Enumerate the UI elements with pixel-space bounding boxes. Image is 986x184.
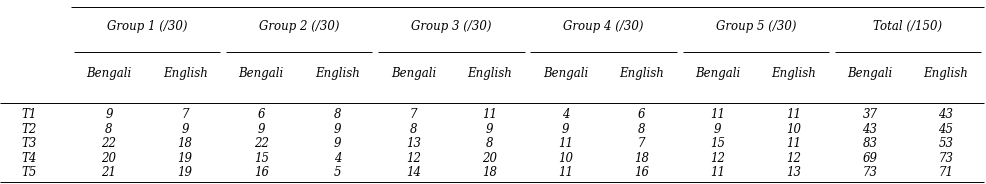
Text: 12: 12 [786, 152, 802, 165]
Text: English: English [771, 67, 816, 80]
Text: English: English [619, 67, 665, 80]
Text: 4: 4 [562, 109, 569, 121]
Text: 6: 6 [257, 109, 265, 121]
Text: 11: 11 [482, 109, 497, 121]
Text: 43: 43 [939, 109, 953, 121]
Text: T2: T2 [22, 123, 37, 136]
Text: 5: 5 [333, 167, 341, 179]
Text: 20: 20 [482, 152, 497, 165]
Text: 71: 71 [939, 167, 953, 179]
Text: T4: T4 [22, 152, 37, 165]
Text: 10: 10 [786, 123, 802, 136]
Text: Group 5 (/30): Group 5 (/30) [716, 20, 796, 33]
Text: T5: T5 [22, 167, 37, 179]
Text: Total (/150): Total (/150) [874, 20, 943, 33]
Text: 8: 8 [333, 109, 341, 121]
Text: 10: 10 [558, 152, 573, 165]
Text: 20: 20 [102, 152, 116, 165]
Text: English: English [467, 67, 512, 80]
Text: Bengali: Bengali [543, 67, 589, 80]
Text: 83: 83 [863, 137, 878, 151]
Text: 11: 11 [558, 137, 573, 151]
Text: 6: 6 [638, 109, 646, 121]
Text: 8: 8 [409, 123, 417, 136]
Text: 21: 21 [102, 167, 116, 179]
Text: 45: 45 [939, 123, 953, 136]
Text: 11: 11 [558, 167, 573, 179]
Text: 22: 22 [102, 137, 116, 151]
Text: English: English [315, 67, 360, 80]
Text: Group 2 (/30): Group 2 (/30) [259, 20, 339, 33]
Text: Group 1 (/30): Group 1 (/30) [106, 20, 187, 33]
Text: 7: 7 [409, 109, 417, 121]
Text: 9: 9 [106, 109, 112, 121]
Text: 16: 16 [634, 167, 649, 179]
Text: 8: 8 [638, 123, 646, 136]
Text: 19: 19 [177, 167, 192, 179]
Text: T1: T1 [22, 109, 37, 121]
Text: 53: 53 [939, 137, 953, 151]
Text: 12: 12 [710, 152, 726, 165]
Text: Bengali: Bengali [87, 67, 132, 80]
Text: 13: 13 [786, 167, 802, 179]
Text: Bengali: Bengali [239, 67, 284, 80]
Text: 12: 12 [406, 152, 421, 165]
Text: 15: 15 [253, 152, 269, 165]
Text: 9: 9 [714, 123, 722, 136]
Text: 19: 19 [177, 152, 192, 165]
Text: 9: 9 [257, 123, 265, 136]
Text: T3: T3 [22, 137, 37, 151]
Text: 37: 37 [863, 109, 878, 121]
Text: 43: 43 [863, 123, 878, 136]
Text: 11: 11 [786, 137, 802, 151]
Text: English: English [163, 67, 208, 80]
Text: 18: 18 [177, 137, 192, 151]
Text: 7: 7 [638, 137, 646, 151]
Text: Bengali: Bengali [695, 67, 740, 80]
Text: 7: 7 [181, 109, 189, 121]
Text: English: English [924, 67, 968, 80]
Text: 11: 11 [710, 167, 726, 179]
Text: 18: 18 [634, 152, 649, 165]
Text: 18: 18 [482, 167, 497, 179]
Text: 9: 9 [486, 123, 493, 136]
Text: Group 4 (/30): Group 4 (/30) [563, 20, 644, 33]
Text: 8: 8 [106, 123, 112, 136]
Text: 69: 69 [863, 152, 878, 165]
Text: 16: 16 [253, 167, 269, 179]
Text: 73: 73 [939, 152, 953, 165]
Text: Bengali: Bengali [847, 67, 892, 80]
Text: 9: 9 [181, 123, 189, 136]
Text: 8: 8 [486, 137, 493, 151]
Text: 15: 15 [710, 137, 726, 151]
Text: 9: 9 [333, 123, 341, 136]
Text: 9: 9 [562, 123, 569, 136]
Text: 14: 14 [406, 167, 421, 179]
Text: 11: 11 [710, 109, 726, 121]
Text: Bengali: Bengali [390, 67, 436, 80]
Text: 22: 22 [253, 137, 269, 151]
Text: Group 3 (/30): Group 3 (/30) [411, 20, 492, 33]
Text: 73: 73 [863, 167, 878, 179]
Text: 13: 13 [406, 137, 421, 151]
Text: 11: 11 [786, 109, 802, 121]
Text: 9: 9 [333, 137, 341, 151]
Text: 4: 4 [333, 152, 341, 165]
